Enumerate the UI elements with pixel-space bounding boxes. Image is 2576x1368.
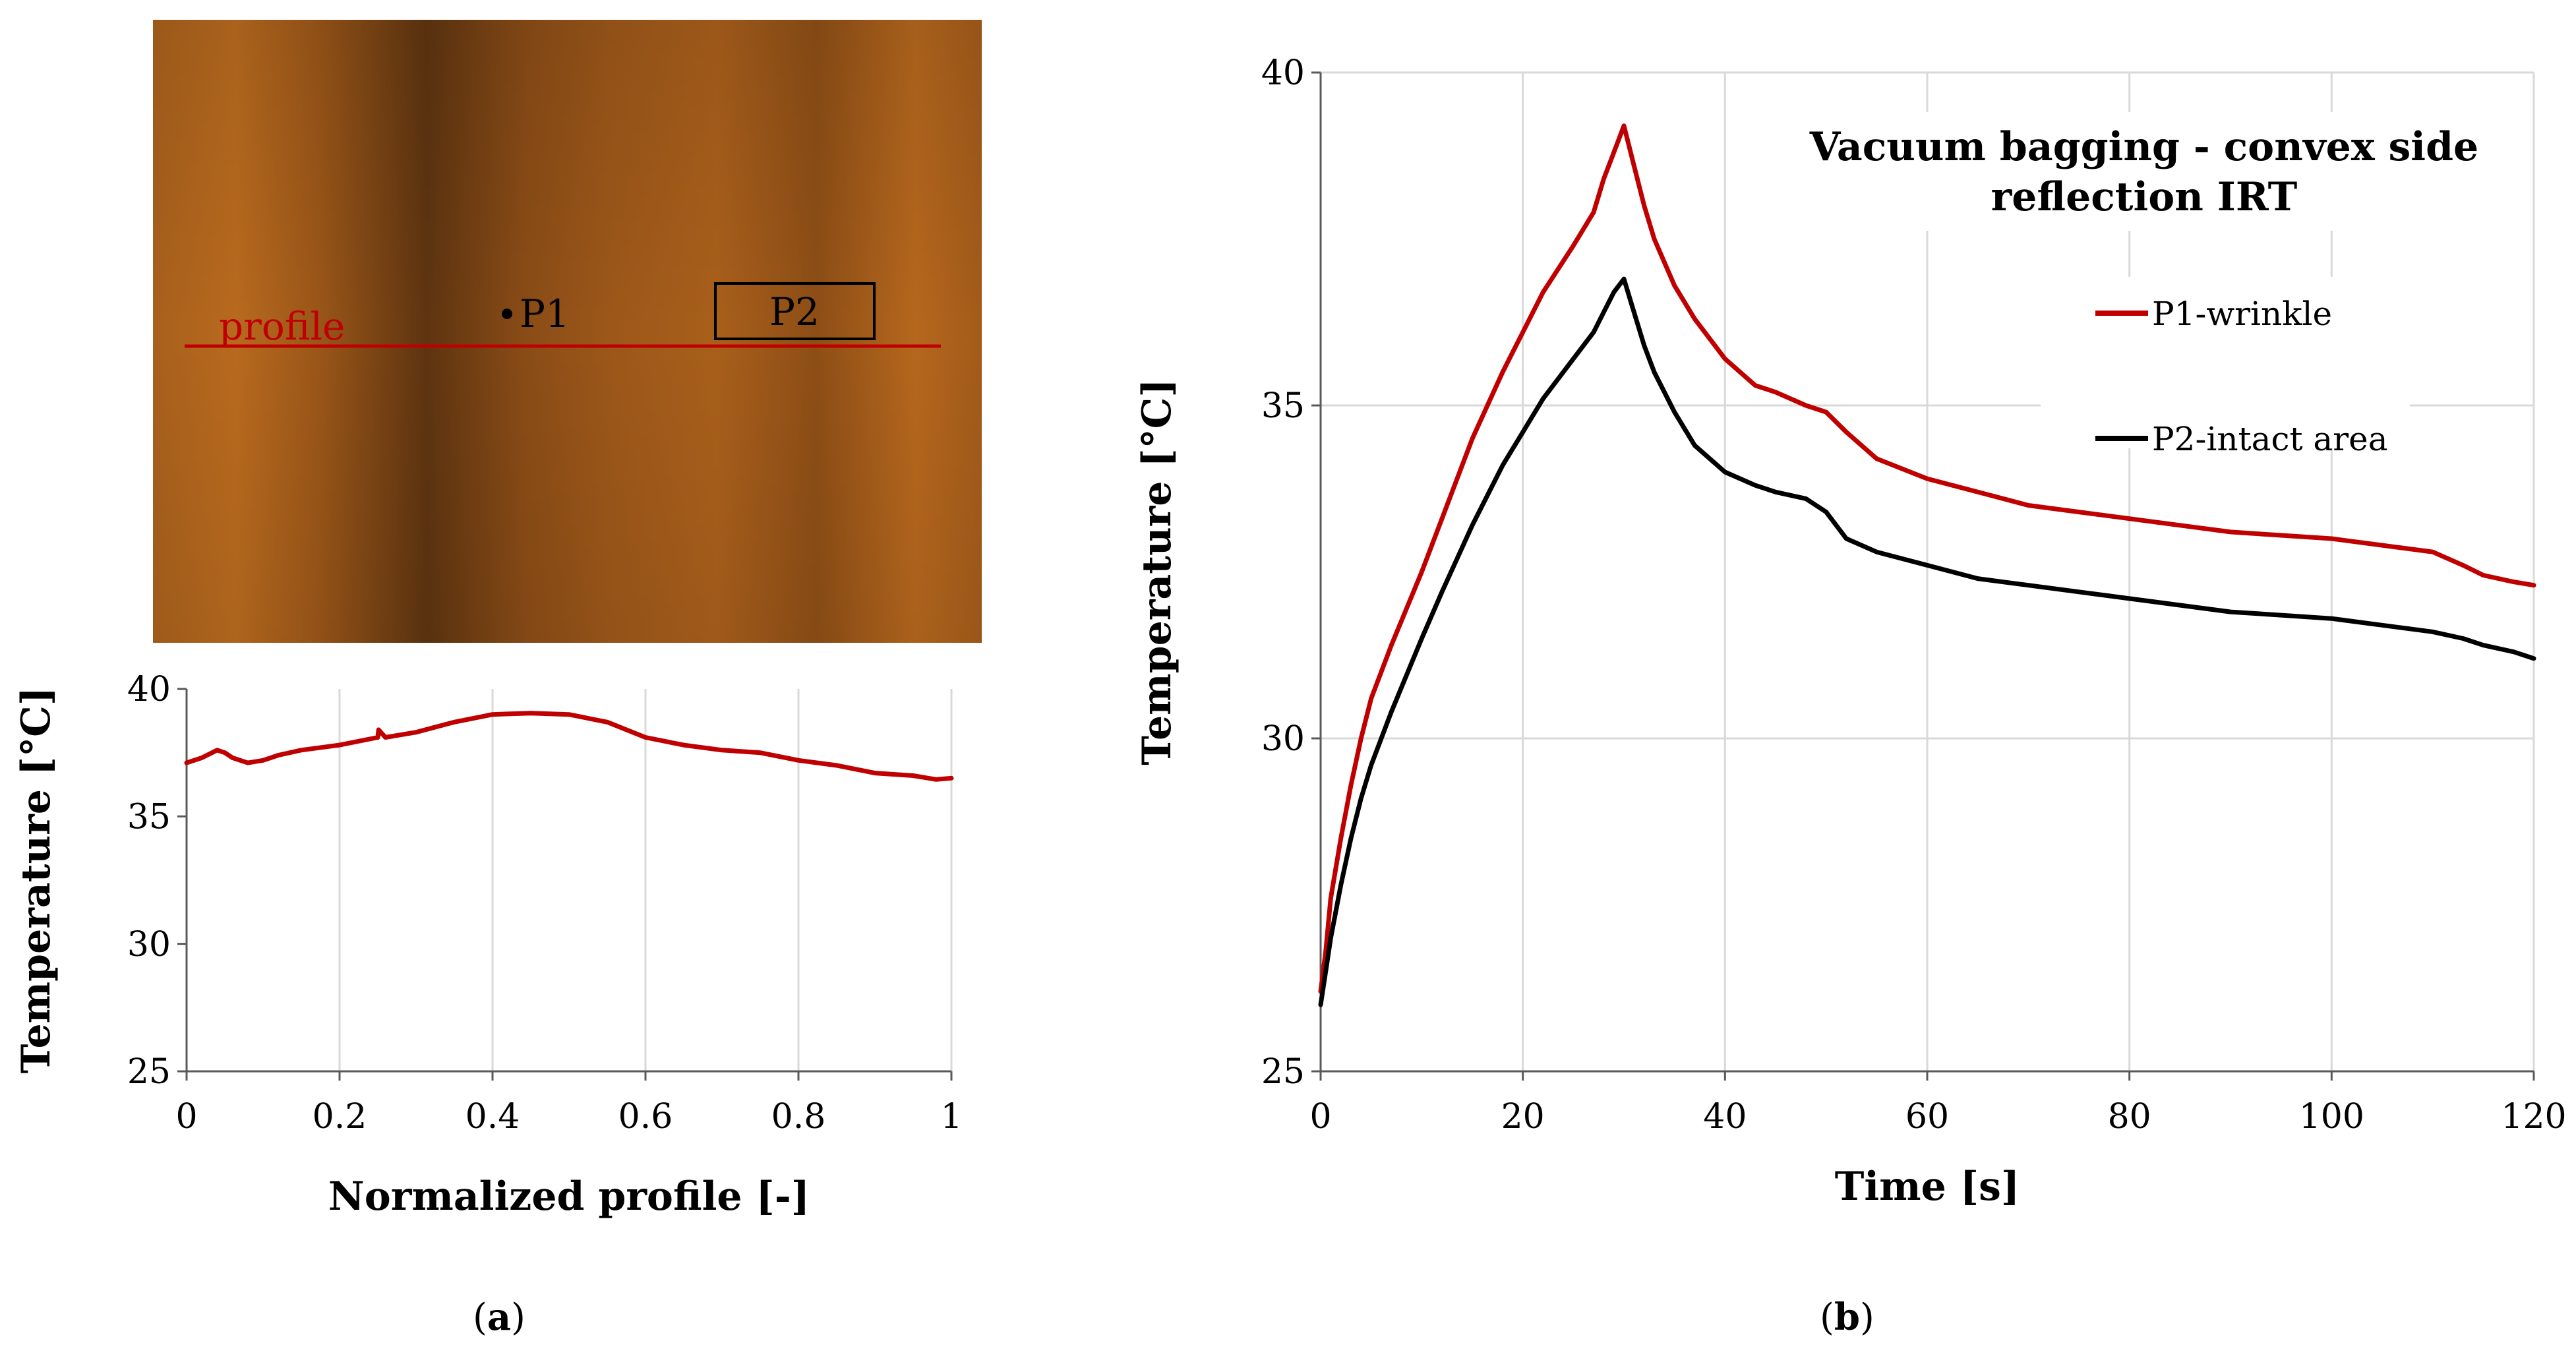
series-line-p2-intact-area (1318, 276, 2536, 1007)
x-tick-label: 0 (175, 1097, 197, 1137)
x-tick-label: 120 (2501, 1097, 2566, 1137)
y-tick-label: 25 (1261, 1052, 1305, 1092)
thermogram-photo: profile P1 P2 (153, 20, 982, 643)
x-tick-label: 100 (2299, 1097, 2364, 1137)
legend-label: P1-wrinkle (2152, 295, 2332, 333)
p1-label: P1 (520, 291, 570, 336)
y-axis-label: Temperature [°C] (1134, 378, 1180, 765)
y-axis-label: Temperature [°C] (13, 687, 59, 1074)
y-tick-label: 35 (127, 798, 171, 837)
caption-b: (b) (1820, 1295, 1874, 1339)
x-tick-label: 0.2 (313, 1097, 367, 1137)
y-tick-label: 30 (127, 925, 171, 965)
x-tick-label: 0.8 (771, 1097, 826, 1137)
p1-marker (502, 309, 512, 319)
caption-b-letter: b (1834, 1295, 1861, 1339)
caption-a-letter: a (487, 1295, 512, 1339)
x-tick-label: 40 (1703, 1097, 1747, 1137)
chart-title-line: Vacuum bagging - convex side (1809, 124, 2478, 170)
x-axis-label: Time [s] (1835, 1164, 2020, 1210)
x-tick-label: 60 (1905, 1097, 1949, 1137)
caption-a: (a) (473, 1295, 526, 1339)
legend-background (2041, 277, 2410, 448)
x-tick-label: 0 (1309, 1097, 1331, 1137)
y-tick-label: 40 (1261, 53, 1305, 93)
y-tick-label: 30 (1261, 719, 1305, 759)
series-line-profile (184, 711, 954, 782)
legend-label: P2-intact area (2152, 420, 2388, 458)
x-tick-label: 1 (940, 1097, 962, 1137)
profile-label: profile (219, 304, 345, 349)
y-tick-label: 35 (1261, 386, 1305, 426)
p2-label: P2 (769, 289, 820, 334)
x-tick-label: 0.4 (465, 1097, 520, 1137)
p2-box (714, 282, 876, 340)
y-tick-label: 25 (127, 1052, 171, 1092)
thermogram-image: profile P1 P2 (153, 20, 982, 643)
x-tick-label: 20 (1501, 1097, 1545, 1137)
chart-title-line: reflection IRT (1991, 174, 2298, 220)
x-tick-label: 80 (2108, 1097, 2151, 1137)
x-tick-label: 0.6 (618, 1097, 673, 1137)
x-axis-label: Normalized profile [-] (328, 1174, 810, 1220)
series-line-p1-wrinkle (1318, 123, 2536, 994)
title-background (1780, 112, 2532, 231)
y-tick-label: 40 (127, 670, 171, 709)
